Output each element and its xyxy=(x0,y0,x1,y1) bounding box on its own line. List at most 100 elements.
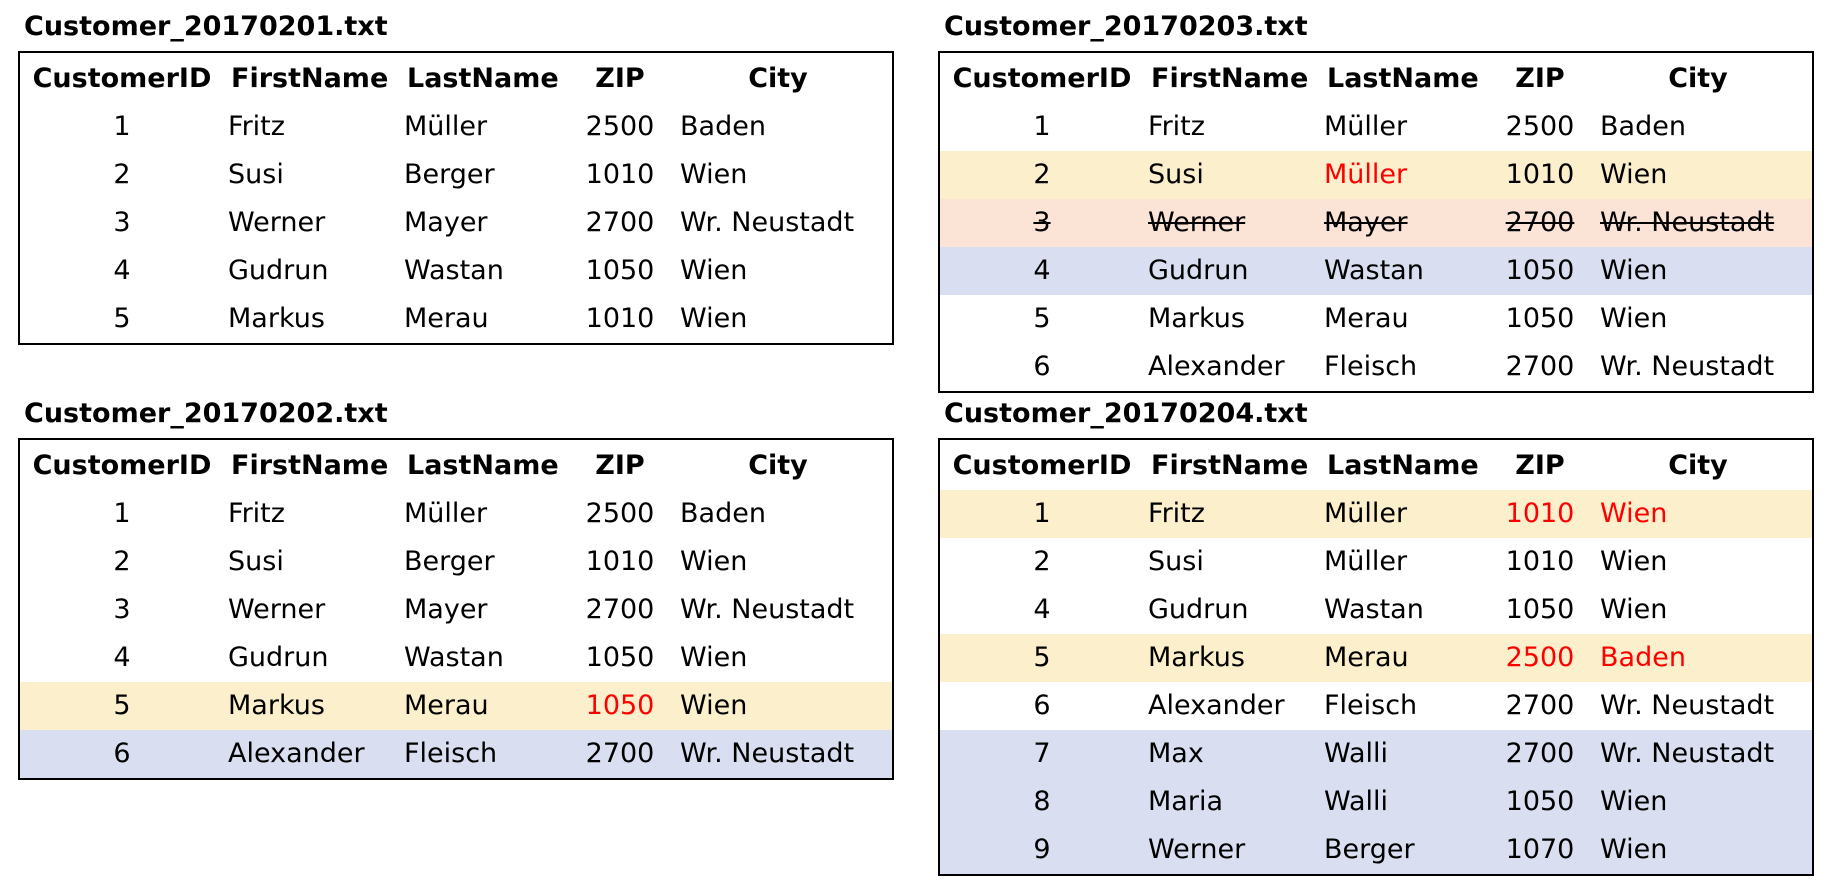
first-name-cell: Susi xyxy=(1148,159,1204,190)
customer-id-cell: 6 xyxy=(1033,351,1051,382)
last-name-cell: Mayer xyxy=(404,594,488,625)
city-cell: Wr. Neustadt xyxy=(1600,690,1775,721)
zip-cell: 2500 xyxy=(585,111,655,142)
column-header: FirstName xyxy=(231,450,389,481)
zip-cell: 1050 xyxy=(585,255,655,286)
column-header: CustomerID xyxy=(952,63,1132,94)
table-row: 4 Gudrun Wastan 1050 Wien xyxy=(20,247,892,295)
zip-cell: 1010 xyxy=(1505,159,1575,190)
column-header: City xyxy=(1668,63,1728,94)
zip-cell: 1010 xyxy=(1505,546,1575,577)
city-cell: Wien xyxy=(680,546,748,577)
customer-id-cell: 2 xyxy=(113,546,131,577)
zip-cell: 1050 xyxy=(585,642,655,673)
column-header: LastName xyxy=(407,63,559,94)
customer-table: CustomerID FirstName LastName ZIP City 1 Fritz… xyxy=(18,438,894,780)
zip-cell: 1010 xyxy=(1505,498,1575,529)
first-name-cell: Alexander xyxy=(228,738,365,769)
table-row: 5 Markus Merau 2500 Baden xyxy=(940,634,1812,682)
table-row: 5 Markus Merau 1010 Wien xyxy=(20,295,892,343)
city-cell: Wien xyxy=(680,159,748,190)
zip-cell: 2500 xyxy=(1505,111,1575,142)
customer-table: CustomerID FirstName LastName ZIP City 1 Fritz… xyxy=(938,51,1814,393)
first-name-cell: Gudrun xyxy=(228,255,329,286)
last-name-cell: Müller xyxy=(1324,498,1408,529)
customer-id-cell: 6 xyxy=(1033,690,1051,721)
column-header: ZIP xyxy=(595,63,645,94)
city-cell: Wr. Neustadt xyxy=(1600,207,1775,238)
last-name-cell: Müller xyxy=(1324,546,1408,577)
table-row: 3 Werner Mayer 2700 Wr. Neustadt xyxy=(940,199,1812,247)
table-header-row: CustomerID FirstName LastName ZIP City xyxy=(940,53,1812,103)
city-cell: Wr. Neustadt xyxy=(1600,351,1775,382)
customer-id-cell: 1 xyxy=(1033,111,1051,142)
column-header: ZIP xyxy=(1515,450,1565,481)
last-name-cell: Berger xyxy=(404,546,495,577)
table-row: 1 Fritz Müller 2500 Baden xyxy=(20,490,892,538)
table-row: 6 Alexander Fleisch 2700 Wr. Neustadt xyxy=(940,682,1812,730)
zip-cell: 1050 xyxy=(1505,594,1575,625)
last-name-cell: Walli xyxy=(1324,738,1389,769)
city-cell: Wien xyxy=(1600,594,1668,625)
zip-cell: 2700 xyxy=(1505,207,1575,238)
city-cell: Wr. Neustadt xyxy=(680,594,855,625)
last-name-cell: Müller xyxy=(404,111,488,142)
first-name-cell: Werner xyxy=(228,594,326,625)
zip-cell: 2700 xyxy=(585,207,655,238)
last-name-cell: Wastan xyxy=(404,642,504,673)
city-cell: Wien xyxy=(680,690,748,721)
first-name-cell: Gudrun xyxy=(228,642,329,673)
first-name-cell: Markus xyxy=(228,690,325,721)
zip-cell: 1050 xyxy=(1505,255,1575,286)
customer-id-cell: 8 xyxy=(1033,786,1051,817)
last-name-cell: Fleisch xyxy=(404,738,498,769)
zip-cell: 2500 xyxy=(1505,642,1575,673)
city-cell: Baden xyxy=(680,111,766,142)
table-row: 4 Gudrun Wastan 1050 Wien xyxy=(940,586,1812,634)
first-name-cell: Fritz xyxy=(228,111,285,142)
first-name-cell: Maria xyxy=(1148,786,1223,817)
customer-id-cell: 1 xyxy=(113,498,131,529)
first-name-cell: Werner xyxy=(1148,834,1246,865)
first-name-cell: Max xyxy=(1148,738,1204,769)
last-name-cell: Mayer xyxy=(1324,207,1408,238)
customer-id-cell: 4 xyxy=(1033,255,1051,286)
table-row: 2 Susi Berger 1010 Wien xyxy=(20,538,892,586)
zip-cell: 2700 xyxy=(585,594,655,625)
column-header: City xyxy=(748,450,808,481)
column-header: FirstName xyxy=(1151,63,1309,94)
customer-id-cell: 1 xyxy=(1033,498,1051,529)
zip-cell: 2700 xyxy=(1505,351,1575,382)
table-row: 7 Max Walli 2700 Wr. Neustadt xyxy=(940,730,1812,778)
customer-id-cell: 6 xyxy=(113,738,131,769)
table-row: 1 Fritz Müller 2500 Baden xyxy=(20,103,892,151)
first-name-cell: Alexander xyxy=(1148,690,1285,721)
column-header: City xyxy=(748,63,808,94)
customer-id-cell: 5 xyxy=(1033,642,1051,673)
last-name-cell: Mayer xyxy=(404,207,488,238)
customer-id-cell: 2 xyxy=(1033,546,1051,577)
last-name-cell: Berger xyxy=(404,159,495,190)
first-name-cell: Markus xyxy=(228,303,325,334)
table-header-row: CustomerID FirstName LastName ZIP City xyxy=(940,440,1812,490)
last-name-cell: Merau xyxy=(1324,642,1409,673)
zip-cell: 1070 xyxy=(1505,834,1575,865)
last-name-cell: Walli xyxy=(1324,786,1389,817)
zip-cell: 1050 xyxy=(1505,303,1575,334)
first-name-cell: Werner xyxy=(228,207,326,238)
column-header: CustomerID xyxy=(32,450,212,481)
first-name-cell: Markus xyxy=(1148,642,1245,673)
zip-cell: 1050 xyxy=(585,690,655,721)
column-header: ZIP xyxy=(1515,63,1565,94)
zip-cell: 1010 xyxy=(585,303,655,334)
customer-id-cell: 4 xyxy=(113,642,131,673)
last-name-cell: Müller xyxy=(1324,111,1408,142)
last-name-cell: Merau xyxy=(404,303,489,334)
city-cell: Wien xyxy=(680,642,748,673)
customer-id-cell: 5 xyxy=(113,690,131,721)
city-cell: Wr. Neustadt xyxy=(680,207,855,238)
city-cell: Wr. Neustadt xyxy=(680,738,855,769)
table-row: 5 Markus Merau 1050 Wien xyxy=(940,295,1812,343)
city-cell: Baden xyxy=(1600,111,1686,142)
zip-cell: 2700 xyxy=(1505,690,1575,721)
